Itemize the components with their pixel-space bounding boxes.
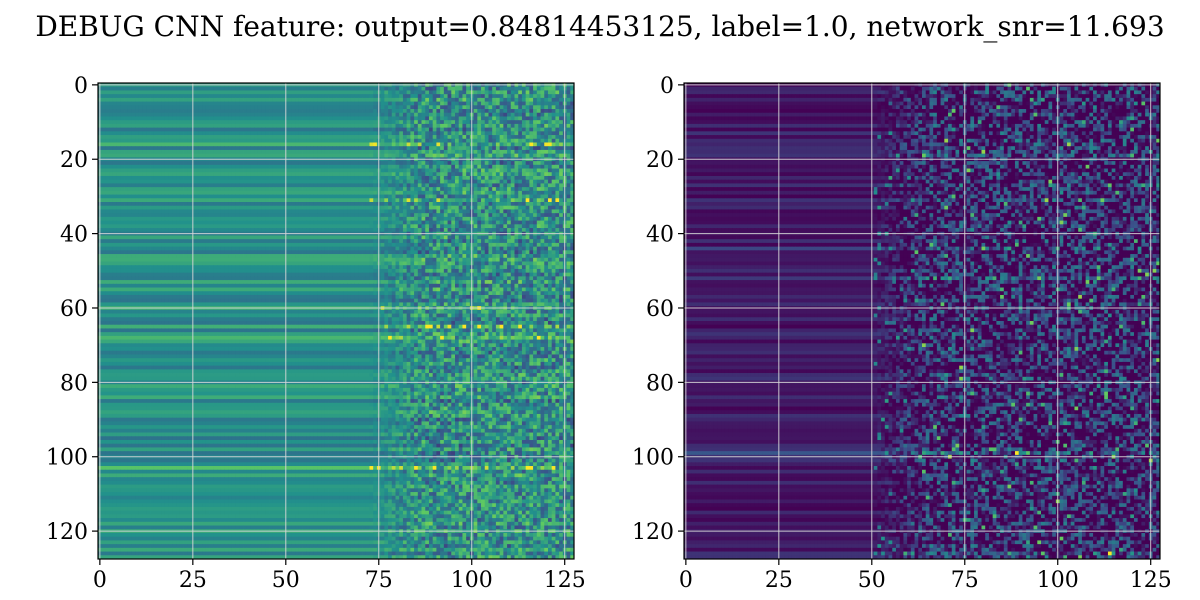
y-tick-label-20: 20 [646, 148, 674, 173]
y-tick-label-0: 0 [660, 74, 674, 99]
x-tick-label-50: 50 [858, 568, 886, 593]
heatmap-panel-right: 0 25 50 75 100 125 0 20 40 60 80 100 120 [632, 74, 1172, 593]
x-tick-label-125: 125 [544, 568, 586, 593]
heatmap-panel-left: 0 25 50 75 100 125 0 20 40 60 80 100 120 [46, 74, 586, 593]
y-tick-label-80: 80 [60, 371, 88, 396]
y-tick-label-100: 100 [46, 446, 88, 471]
x-tick-label-75: 75 [951, 568, 979, 593]
y-tick-label-120: 120 [46, 520, 88, 545]
x-tick-label-25: 25 [765, 568, 793, 593]
x-tick-label-100: 100 [1037, 568, 1079, 593]
y-tick-label-20: 20 [60, 148, 88, 173]
y-tick-label-60: 60 [646, 297, 674, 322]
heatmap-image [98, 83, 574, 559]
x-tick-label-75: 75 [365, 568, 393, 593]
x-tick-label-25: 25 [179, 568, 207, 593]
y-tick-label-0: 0 [74, 74, 88, 99]
x-tick-label-0: 0 [679, 568, 693, 593]
x-tick-label-125: 125 [1130, 568, 1172, 593]
y-tick-label-80: 80 [646, 371, 674, 396]
x-tick-label-100: 100 [451, 568, 493, 593]
y-tick-label-100: 100 [632, 446, 674, 471]
heatmap-image [684, 83, 1160, 559]
y-tick-label-40: 40 [646, 223, 674, 248]
figure-title: DEBUG CNN feature: output=0.84814453125,… [35, 10, 1164, 43]
y-tick-label-40: 40 [60, 223, 88, 248]
y-tick-label-120: 120 [632, 520, 674, 545]
y-tick-label-60: 60 [60, 297, 88, 322]
x-tick-label-0: 0 [93, 568, 107, 593]
x-tick-label-50: 50 [272, 568, 300, 593]
